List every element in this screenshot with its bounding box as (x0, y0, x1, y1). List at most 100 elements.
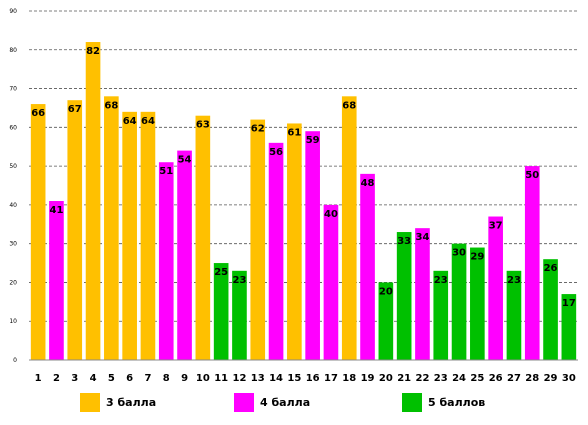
data-label: 62 (251, 124, 265, 135)
x-tick-label: 28 (525, 373, 539, 384)
data-label: 82 (86, 46, 100, 57)
x-tick-label: 21 (397, 373, 411, 384)
bar (360, 173, 375, 360)
data-label: 64 (123, 116, 137, 127)
data-label: 41 (49, 205, 63, 216)
x-tick-label: 2 (53, 373, 60, 384)
x-tick-label: 17 (324, 373, 338, 384)
data-labels: 66 41 67 82 68 64 64 51 54 63 25 23 62 56 61 59 40 68 48 20… (31, 46, 576, 309)
y-axis-ticks: 0 10 20 30 40 50 60 70 80 90 (9, 8, 17, 364)
x-tick-label: 27 (507, 373, 521, 384)
y-tick-label: 90 (9, 8, 17, 15)
bar (506, 270, 522, 360)
x-tick-label: 7 (144, 373, 151, 384)
y-tick-label: 20 (9, 279, 17, 286)
x-tick-label: 24 (452, 373, 466, 384)
bar (287, 123, 302, 360)
data-label: 48 (361, 178, 375, 189)
x-tick-label: 18 (342, 373, 356, 384)
data-label: 20 (379, 286, 393, 297)
bars (30, 42, 577, 361)
y-tick-label: 40 (9, 202, 17, 209)
x-tick-label: 16 (306, 373, 320, 384)
bar (49, 201, 64, 360)
x-tick-label: 25 (470, 373, 484, 384)
x-tick-label: 20 (379, 373, 393, 384)
bar (451, 243, 467, 360)
x-tick-label: 6 (126, 373, 133, 384)
data-label: 34 (415, 232, 429, 243)
y-tick-label: 60 (9, 124, 17, 131)
x-tick-label: 8 (163, 373, 170, 384)
x-tick-label: 26 (489, 373, 503, 384)
legend-swatch-4 (234, 392, 254, 412)
data-label: 59 (306, 135, 320, 146)
data-label: 26 (544, 263, 558, 274)
bar (232, 270, 247, 360)
data-label: 23 (232, 275, 246, 286)
bar (213, 263, 229, 360)
x-tick-label: 9 (181, 373, 188, 384)
y-tick-label: 70 (9, 86, 17, 93)
bar (140, 111, 156, 360)
x-tick-label: 10 (196, 373, 210, 384)
x-tick-label: 12 (232, 373, 246, 384)
grid-lines (29, 10, 578, 322)
data-label: 63 (196, 120, 210, 131)
legend-label-3: 3 балла (106, 395, 157, 409)
y-tick-label: 10 (9, 318, 17, 325)
legend-item-4: 4 балла (234, 392, 310, 412)
data-label: 25 (214, 267, 228, 278)
bar (250, 119, 266, 360)
bar (122, 111, 137, 360)
x-tick-label: 3 (71, 373, 78, 384)
x-tick-label: 1 (35, 373, 42, 384)
x-tick-label: 11 (214, 373, 228, 384)
data-label: 66 (31, 108, 45, 119)
bar (433, 270, 449, 360)
bar (305, 131, 320, 360)
y-tick-label: 0 (13, 357, 17, 364)
bar (378, 282, 394, 360)
x-tick-label: 19 (361, 373, 375, 384)
data-label: 54 (178, 155, 192, 166)
data-label: 40 (324, 209, 338, 220)
bar (524, 166, 540, 360)
legend-swatch-3 (80, 392, 100, 412)
x-tick-label: 14 (269, 373, 283, 384)
x-tick-label: 15 (287, 373, 301, 384)
data-label: 23 (507, 275, 521, 286)
x-tick-label: 29 (544, 373, 558, 384)
legend-item-3: 3 балла (80, 392, 156, 412)
data-label: 50 (525, 170, 539, 181)
data-label: 56 (269, 147, 283, 158)
bar (470, 247, 485, 360)
bar (67, 100, 83, 360)
bar (561, 294, 577, 360)
data-label: 23 (434, 275, 448, 286)
x-tick-label: 23 (434, 373, 448, 384)
bar (104, 96, 119, 361)
x-tick-label: 5 (108, 373, 115, 384)
y-tick-label: 80 (9, 47, 17, 54)
bar (85, 42, 101, 361)
data-label: 33 (397, 236, 411, 247)
legend-swatch-5 (402, 392, 422, 412)
bar (488, 216, 503, 360)
bar (543, 259, 558, 360)
data-label: 51 (159, 166, 173, 177)
legend-item-5: 5 баллов (402, 392, 485, 412)
bar (323, 204, 339, 360)
bar (415, 228, 430, 360)
data-label: 61 (287, 127, 301, 138)
data-label: 64 (141, 116, 155, 127)
data-label: 37 (489, 221, 503, 232)
bar (158, 162, 174, 360)
x-tick-label: 30 (562, 373, 576, 384)
data-label: 67 (68, 104, 82, 115)
legend-label-4: 4 балла (260, 395, 311, 409)
x-axis-ticks: 1 2 3 4 5 6 7 8 9 10 11 12 13 14 15 16 17 18 19 20 21 22 23 24 2… (35, 373, 576, 384)
y-tick-label: 30 (9, 241, 17, 248)
bar (177, 150, 192, 360)
